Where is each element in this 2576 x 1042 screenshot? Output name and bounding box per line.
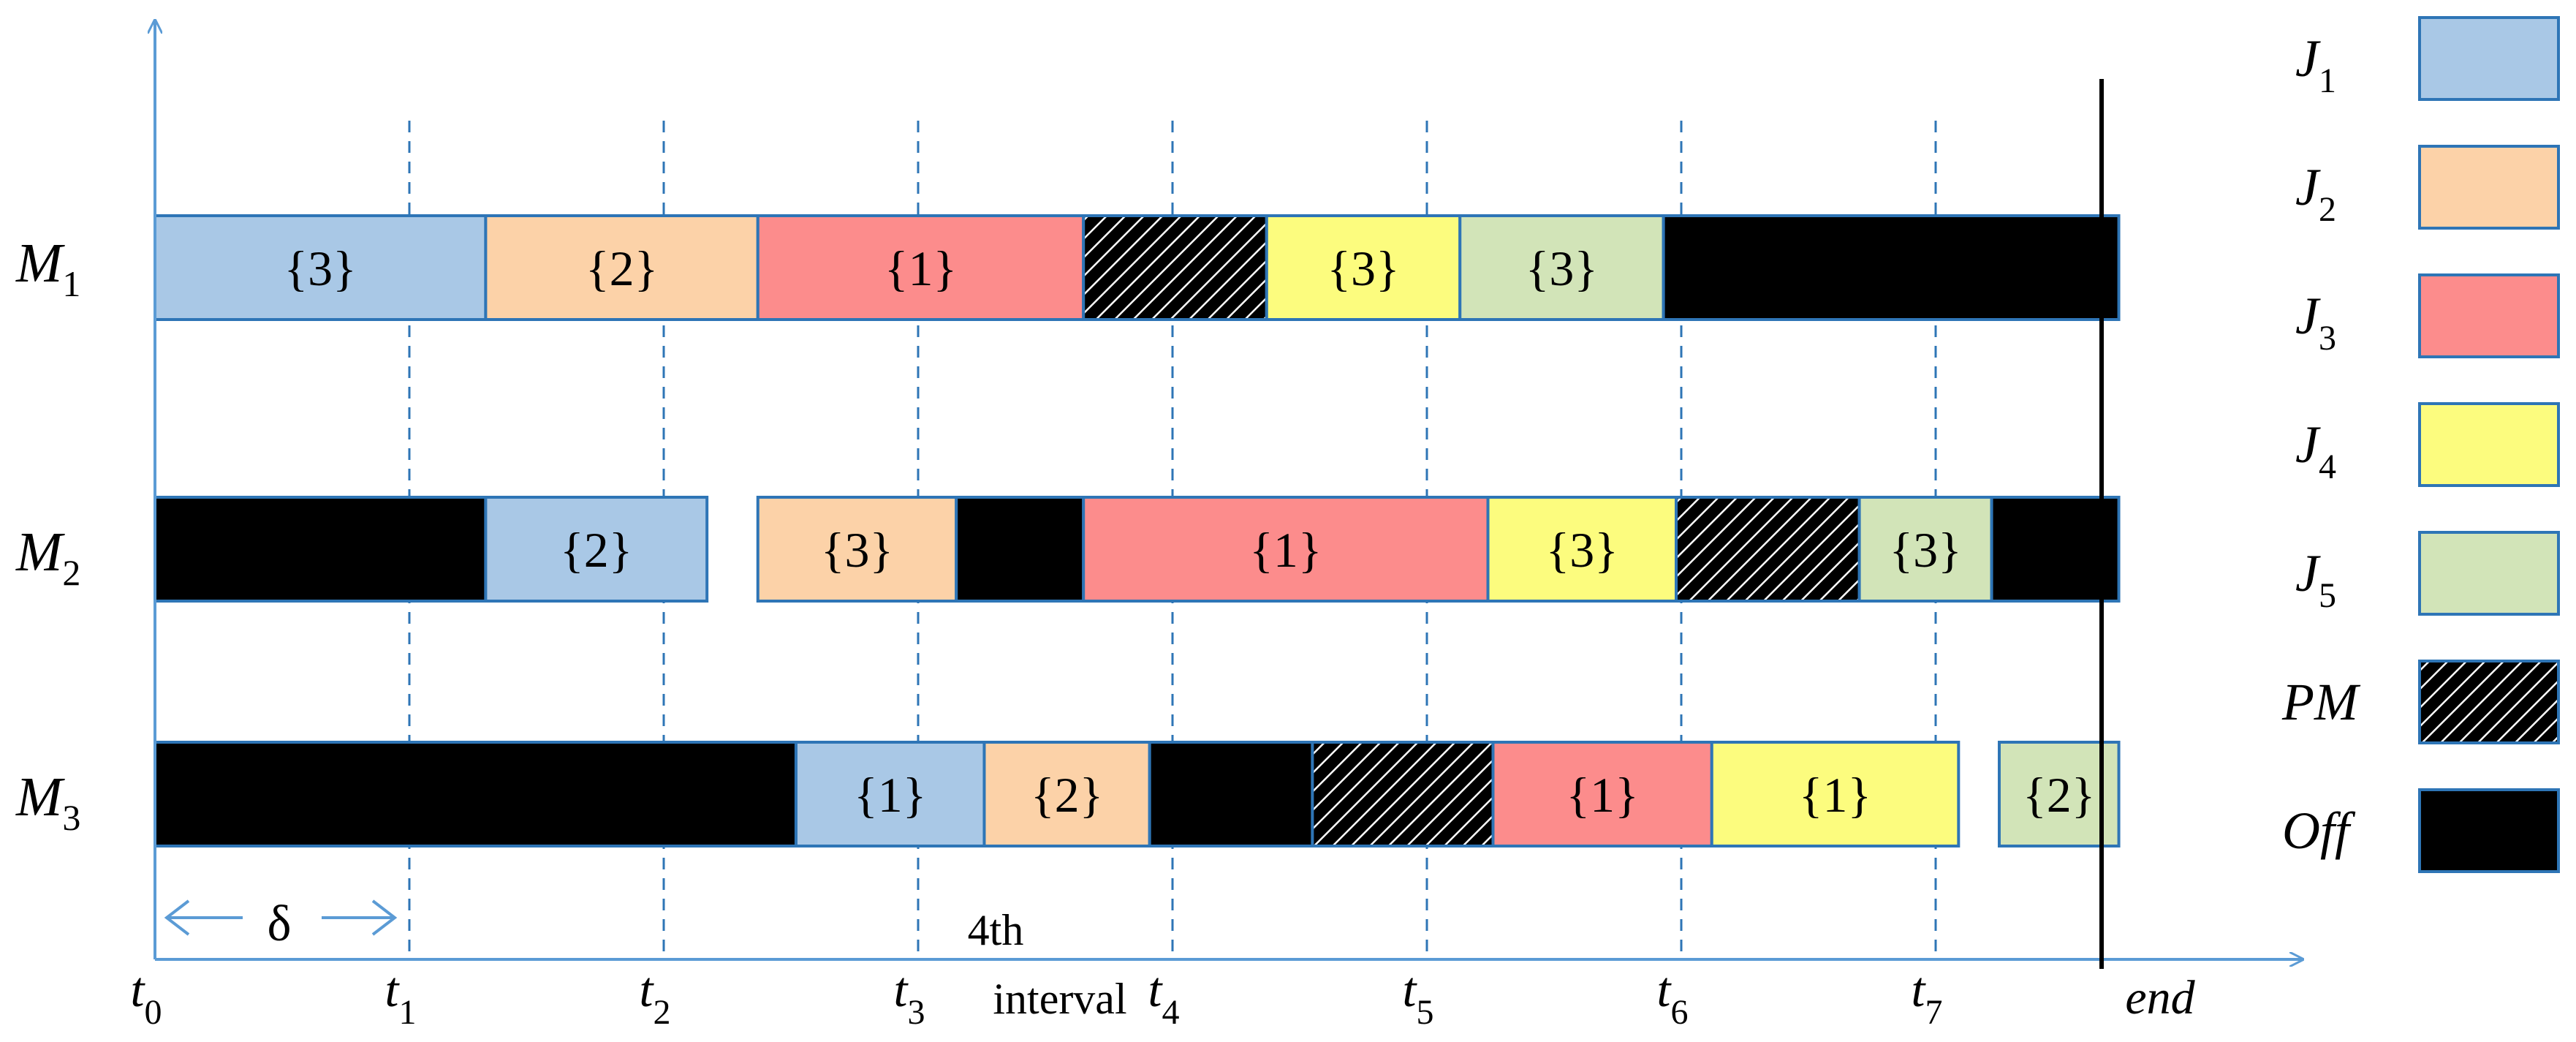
legend-swatch-j2: [2418, 145, 2560, 230]
block-m1-off-7: [1662, 214, 2121, 321]
block-label: {3}: [284, 241, 357, 296]
tick-label-t3: t3: [894, 962, 925, 1032]
legend-swatch-pm: [2418, 660, 2560, 744]
block-label: {1}: [1249, 522, 1322, 578]
legend-label-j1: J1: [2295, 29, 2336, 100]
block-label: {1}: [1566, 767, 1638, 823]
block-m2-j2-3: [756, 496, 958, 603]
machine-label-m1: M1: [15, 233, 80, 304]
block-label: {3}: [1327, 241, 1399, 296]
end-label: end: [2125, 971, 2195, 1024]
legend-label-j4: J4: [2295, 415, 2336, 486]
legend-swatch-j5: [2418, 531, 2560, 616]
block-m2-pm-7: [1675, 496, 1861, 603]
block-m1-j5-6: [1458, 214, 1665, 321]
legend-label-j3: J3: [2295, 287, 2336, 358]
block-m2-j3-5: [1082, 496, 1490, 603]
block-m3-j1-2: [794, 741, 986, 847]
block-m1-pm-4: [1082, 214, 1268, 321]
tick-label-t6: t6: [1657, 962, 1689, 1032]
legend-swatch-j3: [2418, 273, 2560, 358]
legend: J1 J2 J3 J4 J5 PM Off: [2281, 16, 2560, 873]
tick-label-t0: t0: [131, 962, 162, 1032]
block-label: {1}: [854, 767, 926, 823]
schedule-blocks: {3} {2} {1} {3} {3} {2} {3} {1} {3} {3} {1} {2} {1} {…: [154, 214, 2121, 847]
block-label: {3}: [1889, 522, 1961, 578]
block-label: {2}: [1031, 767, 1103, 823]
legend-label-j5: J5: [2295, 544, 2336, 615]
block-m2-off-4: [955, 496, 1086, 603]
block-m3-off-4: [1148, 741, 1314, 847]
legend-label-pm: PM: [2281, 673, 2361, 731]
delta-marker: δ: [164, 896, 398, 952]
block-label: {1}: [884, 241, 957, 296]
block-m3-pm-5: [1311, 741, 1495, 847]
block-m2-j5-8: [1857, 496, 1993, 603]
block-m1-j3-3: [756, 214, 1086, 321]
block-m2-j1-2: [484, 496, 709, 603]
tick-label-t1: t1: [385, 962, 417, 1032]
machine-labels: M1 M2 M3: [15, 233, 80, 838]
block-m3-j5-8: [1998, 741, 2121, 847]
block-label: {2}: [2023, 767, 2095, 823]
block-label: {3}: [1546, 522, 1618, 578]
machine-label-m3: M3: [15, 766, 80, 838]
block-label: {3}: [821, 522, 893, 578]
tick-label-t2: t2: [640, 962, 671, 1032]
block-label: {2}: [560, 522, 632, 578]
tick-label-t4: t4: [1148, 962, 1180, 1032]
legend-swatch-off: [2418, 788, 2560, 873]
machine-label-m2: M2: [15, 521, 80, 593]
block-m1-j1-1: [154, 214, 488, 321]
interval-label-line2: interval: [993, 975, 1126, 1023]
delta-label: δ: [268, 896, 292, 952]
tick-label-t7: t7: [1912, 962, 1943, 1032]
block-m2-off-9: [1990, 496, 2121, 603]
legend-swatch-j1: [2418, 16, 2560, 101]
block-m2-j4-6: [1486, 496, 1678, 603]
block-m2-off-1: [154, 496, 488, 603]
block-m3-j4-7: [1710, 741, 1961, 847]
legend-label-j2: J2: [2295, 158, 2336, 229]
block-label: {3}: [1526, 241, 1598, 296]
interval-label-line1: 4th: [968, 906, 1024, 954]
block-label: {1}: [1799, 767, 1871, 823]
legend-swatch-j4: [2418, 402, 2560, 487]
block-m3-j3-6: [1491, 741, 1713, 847]
block-m1-j4-5: [1265, 214, 1462, 321]
block-label: {2}: [586, 241, 658, 296]
legend-label-off: Off: [2282, 801, 2356, 860]
block-m3-off-1: [154, 741, 798, 847]
tick-label-t5: t5: [1403, 962, 1434, 1032]
